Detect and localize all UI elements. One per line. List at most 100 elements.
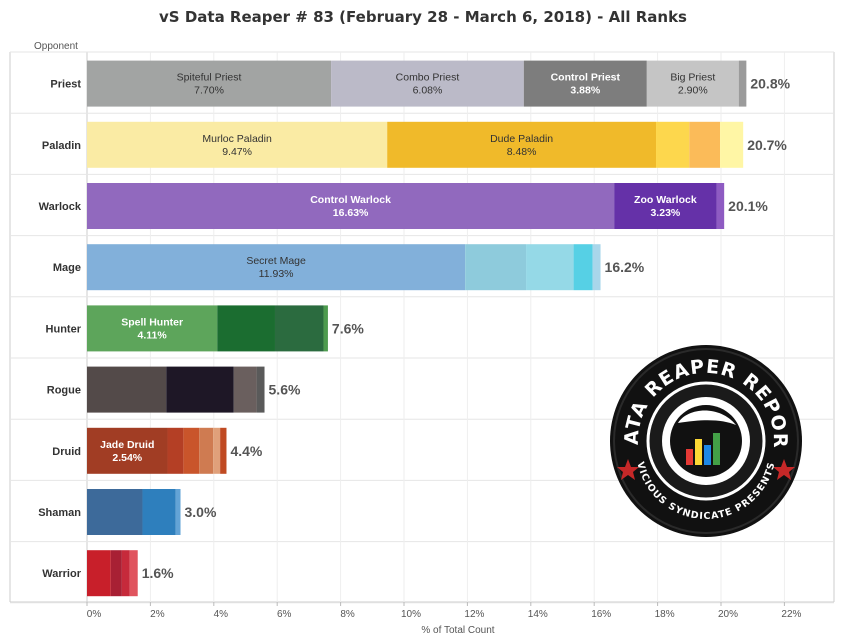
bar-segment[interactable] (87, 366, 167, 413)
bar-segment[interactable] (87, 121, 388, 168)
x-tick-label: 12% (464, 609, 484, 620)
x-tick-label: 18% (655, 609, 675, 620)
bar-segment[interactable] (142, 489, 176, 535)
segment-name-label: Zoo Warlock (634, 194, 697, 206)
segment-name-label: Control Warlock (310, 194, 391, 206)
segment-value-label: 2.90% (678, 85, 708, 97)
bar-segment[interactable] (87, 427, 168, 474)
total-label: 20.1% (728, 198, 768, 214)
bar-segment[interactable] (166, 366, 234, 413)
bar-segment[interactable] (331, 60, 524, 107)
segment-name-label: Jade Druid (100, 439, 154, 451)
x-tick-label: 22% (781, 609, 801, 620)
bar-segment[interactable] (87, 244, 466, 291)
total-label: 4.4% (230, 443, 262, 459)
bar-segment[interactable] (387, 121, 657, 168)
bar-row-rogue: Rogue 5.6% (47, 366, 301, 413)
bar-segment[interactable] (716, 183, 725, 229)
segment-name-label: Murloc Paladin (202, 133, 272, 145)
x-tick-label: 0% (87, 609, 102, 620)
bar-segment[interactable] (323, 305, 328, 352)
bar-segment[interactable] (87, 489, 143, 535)
category-label: Shaman (38, 507, 81, 519)
bar-segment[interactable] (217, 305, 275, 352)
x-axis: 0% 2% 4% 6% 8% 10% 12% 14% 16% 18% 20% 22% (86, 602, 802, 620)
x-tick-label: 14% (528, 609, 548, 620)
bar-segment[interactable] (256, 366, 265, 413)
bar-row-shaman: Shaman 3.0% (38, 489, 217, 535)
bar-segment[interactable] (87, 60, 332, 107)
category-label: Warrior (42, 568, 81, 580)
total-label: 3.0% (185, 504, 217, 520)
segment-value-label: 4.11% (138, 329, 168, 341)
bar-segment[interactable] (87, 550, 111, 597)
bar-segment[interactable] (233, 366, 257, 413)
category-label: Hunter (46, 323, 82, 335)
bar-segment[interactable] (526, 244, 574, 291)
bar-segment[interactable] (614, 183, 717, 229)
bar-segment[interactable] (465, 244, 527, 291)
bar-segment[interactable] (274, 305, 324, 352)
bar-segment[interactable] (199, 427, 214, 474)
segment-name-label: Dude Paladin (490, 133, 553, 145)
segment-value-label: 6.08% (413, 85, 443, 97)
segment-value-label: 7.70% (194, 85, 224, 97)
x-tick-label: 2% (150, 609, 165, 620)
bar-segment[interactable] (110, 550, 122, 597)
segment-value-label: 9.47% (222, 146, 252, 158)
segment-name-label: Big Priest (670, 72, 715, 84)
bar-segment[interactable] (220, 427, 227, 474)
segment-value-label: 3.23% (650, 207, 680, 219)
category-label: Mage (53, 262, 81, 274)
row-header: Opponent (34, 41, 78, 52)
bar-segment[interactable] (175, 489, 181, 535)
category-label: Priest (50, 79, 81, 91)
bar-row-warrior: Warrior 1.6% (42, 550, 174, 597)
total-label: 16.2% (605, 259, 645, 275)
segment-name-label: Spiteful Priest (177, 72, 242, 84)
bar-segment[interactable] (167, 427, 184, 474)
category-label: Druid (52, 446, 81, 458)
bar-segment[interactable] (689, 121, 721, 168)
bar-segment[interactable] (656, 121, 690, 168)
bar-segment[interactable] (213, 427, 221, 474)
bar-segment[interactable] (87, 305, 218, 352)
x-tick-label: 16% (591, 609, 611, 620)
bar-segment[interactable] (573, 244, 593, 291)
data-reaper-report-logo: DATA REAPER REPORT VICIOUS SYNDICATE PRE… (610, 345, 802, 537)
chart-title: vS Data Reaper # 83 (February 28 - March… (159, 8, 687, 26)
category-label: Rogue (47, 385, 81, 397)
segment-name-label: Control Priest (551, 72, 621, 84)
bar-segment[interactable] (121, 550, 130, 597)
segment-value-label: 8.48% (507, 146, 537, 158)
segment-value-label: 11.93% (259, 268, 294, 280)
segment-name-label: Combo Priest (396, 72, 460, 84)
x-tick-label: 6% (277, 609, 292, 620)
bar-segment[interactable] (183, 427, 200, 474)
total-label: 5.6% (269, 382, 301, 398)
bar-segment[interactable] (646, 60, 739, 107)
bar-segment[interactable] (87, 183, 615, 229)
total-label: 20.7% (747, 137, 787, 153)
bar-segment[interactable] (592, 244, 601, 291)
x-tick-label: 8% (340, 609, 355, 620)
bar-segment[interactable] (129, 550, 138, 597)
segment-value-label: 3.88% (570, 85, 600, 97)
bar-segment[interactable] (523, 60, 647, 107)
segment-value-label: 16.63% (333, 207, 369, 219)
bar-segment[interactable] (720, 121, 744, 168)
segment-name-label: Spell Hunter (121, 316, 183, 328)
segment-name-label: Secret Mage (246, 255, 306, 267)
category-label: Warlock (39, 201, 82, 213)
bar-segment[interactable] (738, 60, 747, 107)
x-axis-title: % of Total Count (421, 625, 494, 636)
x-tick-label: 20% (718, 609, 738, 620)
